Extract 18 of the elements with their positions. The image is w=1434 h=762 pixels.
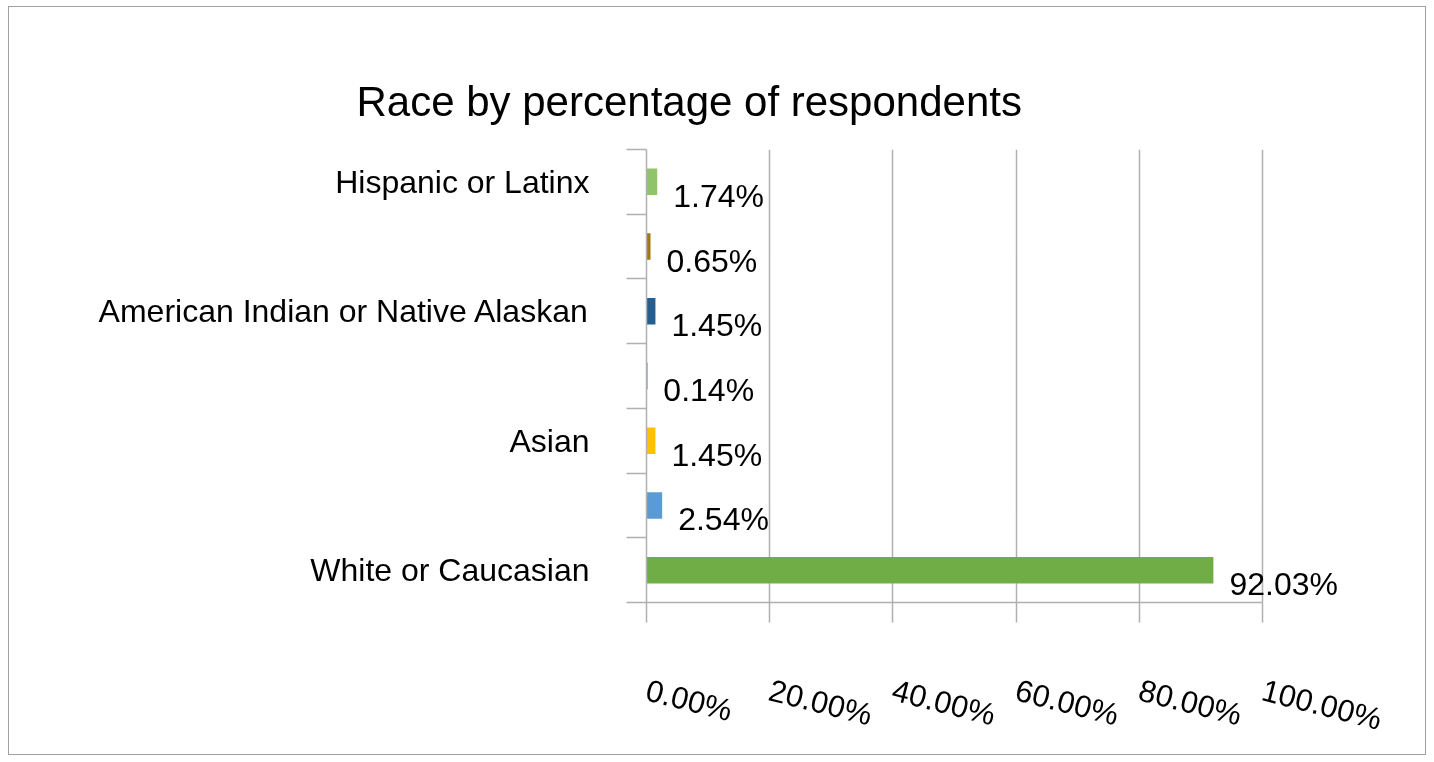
x-tick-label: 40.00% — [888, 672, 1000, 733]
y-tick-label: Hispanic or Latinx — [335, 163, 590, 200]
x-tick-label: 80.00% — [1134, 672, 1246, 733]
x-tick-label: 0.00% — [642, 672, 736, 729]
x-tick-label: 20.00% — [765, 672, 876, 733]
y-tick-label: Asian — [509, 422, 590, 459]
data-label: 0.65% — [666, 242, 758, 279]
data-label: 0.14% — [663, 372, 755, 408]
x-tick-label: 100.00% — [1258, 672, 1386, 737]
data-label: 1.74% — [673, 177, 764, 214]
chart-title: Race by percentage of respondents — [356, 77, 1022, 125]
data-label: 1.45% — [671, 436, 763, 473]
y-tick-label: White or Caucasian — [310, 552, 590, 589]
data-label: 92.03% — [1229, 566, 1338, 603]
data-label: 2.54% — [678, 501, 769, 538]
x-tick-label: 60.00% — [1011, 672, 1123, 733]
y-tick-label: American Indian or Native Alaskan — [98, 293, 588, 330]
data-label: 1.45% — [671, 307, 763, 344]
